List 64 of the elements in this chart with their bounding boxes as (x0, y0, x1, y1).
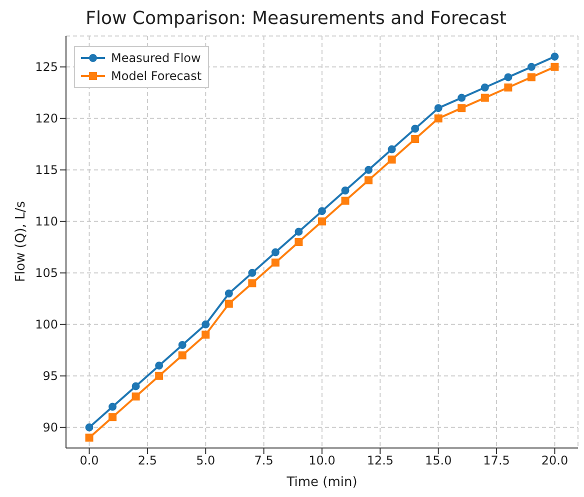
point (504, 84, 512, 92)
point (202, 320, 210, 328)
point (85, 423, 94, 432)
point (248, 279, 256, 288)
point (480, 84, 489, 92)
point (527, 62, 536, 71)
point (388, 156, 396, 164)
point (108, 402, 117, 411)
point (434, 114, 442, 122)
point (132, 392, 140, 400)
legend-label: Measured Flow (111, 50, 201, 67)
x-tick-label: 2.5 (138, 454, 157, 468)
point (294, 228, 303, 236)
point (294, 238, 303, 246)
y-tick-label: 110 (35, 214, 58, 229)
point (178, 341, 186, 349)
y-tick-label: 105 (35, 266, 58, 280)
x-tick-label: 0.0 (80, 454, 99, 468)
x-tick-label: 7.5 (254, 454, 274, 468)
point (364, 166, 373, 174)
point (318, 217, 326, 226)
x-tick-label: 12.5 (366, 454, 394, 468)
y-tick-label: 115 (35, 163, 58, 178)
point (108, 413, 117, 422)
x-axis-title: Time (min) (286, 475, 358, 490)
point (434, 104, 442, 112)
x-tick-label: 20.0 (541, 454, 568, 468)
point (178, 351, 186, 360)
y-tick-label: 95 (42, 369, 58, 384)
chart-title: Flow Comparison: Measurements and Forecast (84, 8, 508, 31)
point (271, 258, 280, 267)
point (550, 52, 559, 61)
point (248, 268, 256, 277)
point (550, 62, 559, 71)
point (155, 372, 164, 380)
point (388, 145, 396, 154)
y-tick-label: 90 (42, 420, 58, 435)
point (504, 73, 512, 82)
point (341, 186, 350, 194)
point (318, 207, 326, 216)
point (202, 330, 210, 339)
point (341, 196, 350, 205)
x-tick-label: 10.0 (308, 454, 336, 468)
point (132, 382, 140, 390)
point (458, 104, 466, 112)
x-tick-label: 17.5 (483, 454, 510, 468)
x-tick-label: 5.0 (196, 454, 216, 468)
point (224, 290, 233, 298)
y-axis-title: Flow (Q), L/s (14, 200, 29, 282)
point (364, 176, 373, 184)
y-tick-label: 120 (35, 112, 58, 126)
point (85, 434, 94, 442)
legend-label: Model Forecast (111, 68, 202, 85)
point (224, 300, 233, 308)
point (411, 135, 420, 143)
y-tick-label: 100 (35, 318, 58, 332)
point (271, 248, 280, 256)
point (458, 94, 466, 102)
point (480, 94, 489, 102)
point (527, 73, 536, 82)
x-tick-label: 15.0 (425, 454, 452, 468)
point (411, 124, 420, 133)
point (155, 362, 164, 370)
y-tick-label: 125 (35, 60, 58, 74)
